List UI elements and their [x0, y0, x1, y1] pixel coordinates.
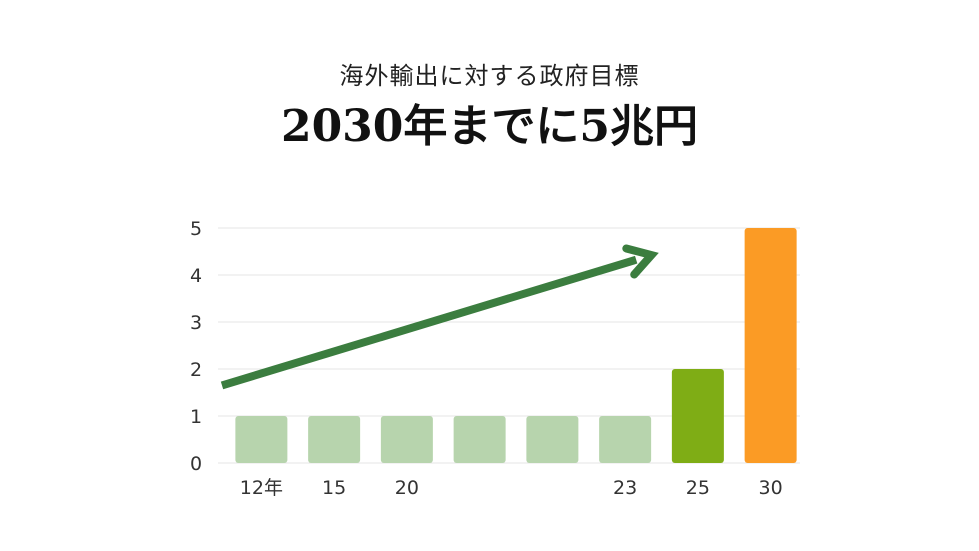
bar — [235, 416, 288, 463]
x-tick-label: 23 — [613, 477, 637, 499]
chart-title: 2030年までに5兆円 — [280, 101, 699, 152]
x-axis-ticks: 12年 15 20 23 25 30 — [240, 477, 783, 499]
x-tick-label: 20 — [395, 477, 419, 499]
x-tick-label: 30 — [759, 477, 783, 499]
bar — [308, 416, 361, 463]
bar — [671, 369, 724, 463]
y-tick-label: 0 — [190, 453, 202, 475]
bar — [526, 416, 579, 463]
chart-subtitle: 海外輸出に対する政府目標 — [339, 62, 640, 90]
bar — [380, 416, 433, 463]
y-tick-label: 5 — [190, 218, 202, 240]
bar — [599, 416, 652, 463]
bar — [744, 228, 797, 463]
x-tick-label: 15 — [322, 477, 346, 499]
y-axis-ticks: 0 1 2 3 4 5 — [190, 218, 202, 475]
bar — [453, 416, 506, 463]
trend-arrow-line — [220, 255, 638, 390]
y-tick-label: 2 — [190, 359, 202, 381]
y-tick-label: 3 — [190, 312, 202, 334]
x-tick-label: 25 — [686, 477, 710, 499]
y-tick-label: 4 — [190, 265, 202, 287]
bars — [235, 228, 797, 463]
trend-arrow-head — [622, 244, 659, 279]
x-tick-label: 12年 — [240, 477, 283, 499]
y-tick-label: 1 — [190, 406, 202, 428]
trend-arrow — [220, 244, 659, 390]
